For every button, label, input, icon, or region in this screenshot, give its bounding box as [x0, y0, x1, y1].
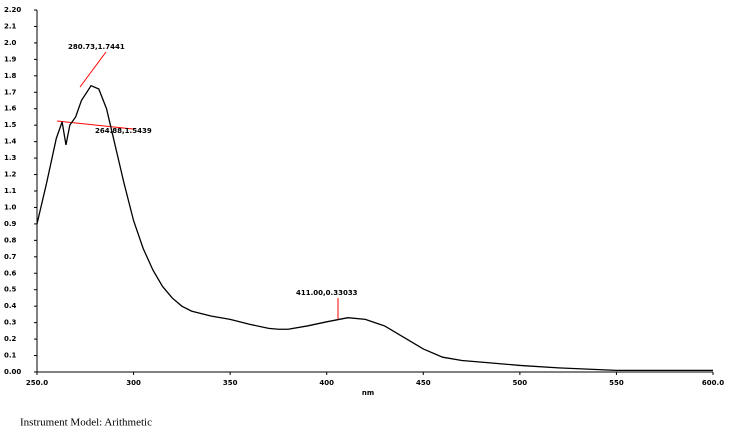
y-tick-label: 0.8: [4, 236, 17, 244]
x-tick-label: 400: [319, 379, 334, 387]
x-tick-label: 450: [416, 379, 431, 387]
y-tick-label: 1.2: [4, 171, 17, 179]
y-tick-label: 1.8: [4, 72, 17, 80]
y-tick-label: 1.4: [4, 138, 17, 146]
footer: Instrument Model: Arithmetic: [20, 417, 152, 429]
x-axis-label: nm: [362, 389, 374, 397]
x-tick-label: 250.0: [26, 379, 48, 387]
y-tick-label: 0.6: [4, 269, 17, 277]
y-tick-label: 2.1: [4, 22, 17, 30]
y-tick-label: 2.20: [4, 6, 21, 14]
annotation: 280.73,1.7441: [68, 43, 125, 51]
y-tick-label: 0.5: [4, 286, 17, 294]
y-tick-label: 0.1: [4, 352, 17, 360]
y-tick-label: 0.3: [4, 319, 17, 327]
y-tick-label: 1.7: [4, 88, 17, 96]
y-tick-label: 2.0: [4, 39, 17, 47]
x-tick-label: 300: [126, 379, 141, 387]
y-tick-label: 1.1: [4, 187, 17, 195]
x-tick-label: 500: [513, 379, 528, 387]
annotation-line: [79, 51, 107, 88]
y-tick-label: 0.9: [4, 220, 17, 228]
spectrum-line: [36, 84, 713, 371]
annotation-line: [56, 120, 134, 130]
y-tick-label: 0.4: [4, 302, 17, 310]
y-tick-label: 1.5: [4, 121, 17, 129]
x-tick-label: 350: [223, 379, 238, 387]
y-tick-label: 0.00: [4, 368, 21, 376]
y-tick-label: 1.9: [4, 55, 17, 63]
y-tick-label: 1.6: [4, 105, 17, 113]
y-tick-label: 0.2: [4, 335, 17, 343]
x-tick-label: 550: [609, 379, 624, 387]
y-tick-label: 1.0: [4, 203, 17, 211]
annotation: 411.00,0.33033: [296, 289, 358, 297]
annotation: 264.88,1.5439: [95, 127, 152, 135]
y-tick-label: 1.3: [4, 154, 17, 162]
y-tick-label: 0.7: [4, 253, 17, 261]
x-tick-label: 600.0: [702, 379, 724, 387]
